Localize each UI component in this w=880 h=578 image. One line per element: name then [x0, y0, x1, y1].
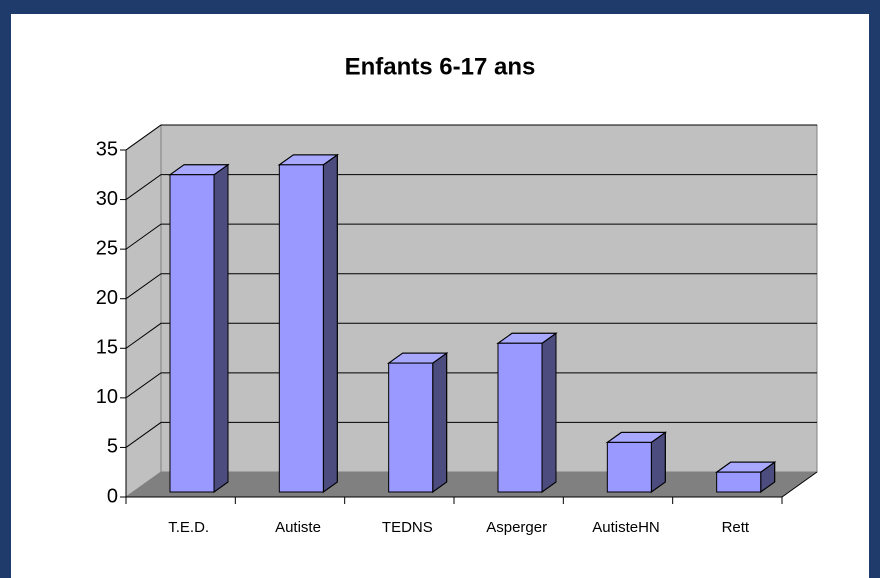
bar [496, 332, 558, 493]
bar-front [716, 471, 762, 493]
bar-front [278, 164, 324, 493]
x-tick-label: AutisteHN [592, 519, 660, 536]
bar-side-shade [322, 153, 338, 493]
chart-title: Enfants 6-17 ans [345, 53, 536, 80]
bar-front [497, 342, 543, 493]
floor [126, 472, 817, 497]
x-tick-label: Asperger [486, 519, 547, 536]
x-tick-label: Autiste [275, 519, 321, 536]
back-wall [160, 124, 818, 473]
grid-line [125, 322, 817, 349]
grid-line [125, 223, 817, 250]
bar [715, 461, 777, 493]
side-wall [125, 124, 162, 498]
grid-line [125, 372, 817, 399]
bar-side-shade [213, 163, 229, 493]
grid-line [125, 174, 817, 200]
y-tick-label: 5 [107, 436, 118, 458]
bar-side-shade [541, 332, 557, 493]
bar [605, 431, 667, 493]
bar-front [388, 362, 434, 493]
x-tick-label: Rett [722, 519, 750, 536]
grid-line [125, 421, 817, 448]
bar-front [169, 174, 215, 493]
y-tick-label: 15 [96, 337, 118, 359]
y-tick-label: 25 [96, 237, 118, 259]
bar [277, 153, 339, 493]
x-tick-label: TEDNS [382, 519, 433, 536]
y-tick-label: 30 [96, 188, 118, 210]
x-tick-label: T.E.D. [168, 519, 209, 536]
bar [168, 163, 230, 493]
y-tick-label: 20 [96, 287, 118, 309]
y-tick-label: 10 [96, 386, 118, 408]
grid-line [125, 273, 817, 300]
y-tick-label: 35 [96, 138, 118, 160]
bar [387, 352, 449, 493]
grid-line [125, 124, 817, 151]
bar-front [606, 441, 652, 493]
bar-side-shade [432, 352, 448, 493]
y-tick-label: 0 [107, 485, 118, 507]
